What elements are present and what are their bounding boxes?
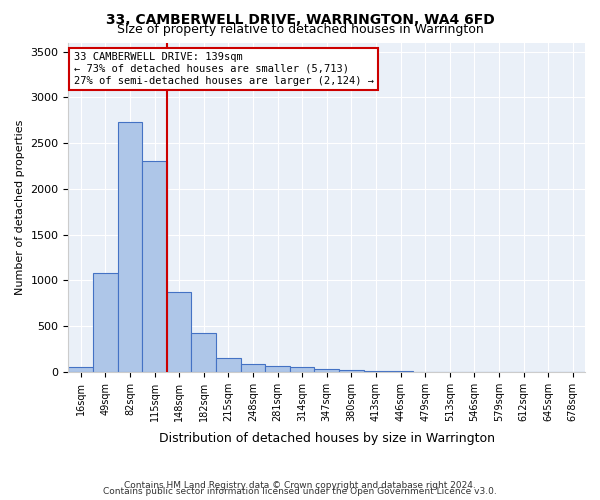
Bar [68,367,93,372]
Text: Contains public sector information licensed under the Open Government Licence v3: Contains public sector information licen… [103,488,497,496]
Bar [93,273,118,372]
Text: Contains HM Land Registry data © Crown copyright and database right 2024.: Contains HM Land Registry data © Crown c… [124,481,476,490]
Bar [314,368,339,372]
Bar [191,334,216,372]
Bar [118,122,142,372]
Bar [142,162,167,372]
Bar [364,371,388,372]
Bar [265,366,290,372]
Bar [290,367,314,372]
X-axis label: Distribution of detached houses by size in Warrington: Distribution of detached houses by size … [159,432,495,445]
Y-axis label: Number of detached properties: Number of detached properties [15,120,25,295]
Bar [216,358,241,372]
Text: 33 CAMBERWELL DRIVE: 139sqm
← 73% of detached houses are smaller (5,713)
27% of : 33 CAMBERWELL DRIVE: 139sqm ← 73% of det… [74,52,374,86]
Bar [339,370,364,372]
Bar [167,292,191,372]
Text: 33, CAMBERWELL DRIVE, WARRINGTON, WA4 6FD: 33, CAMBERWELL DRIVE, WARRINGTON, WA4 6F… [106,12,494,26]
Text: Size of property relative to detached houses in Warrington: Size of property relative to detached ho… [116,22,484,36]
Bar [241,364,265,372]
